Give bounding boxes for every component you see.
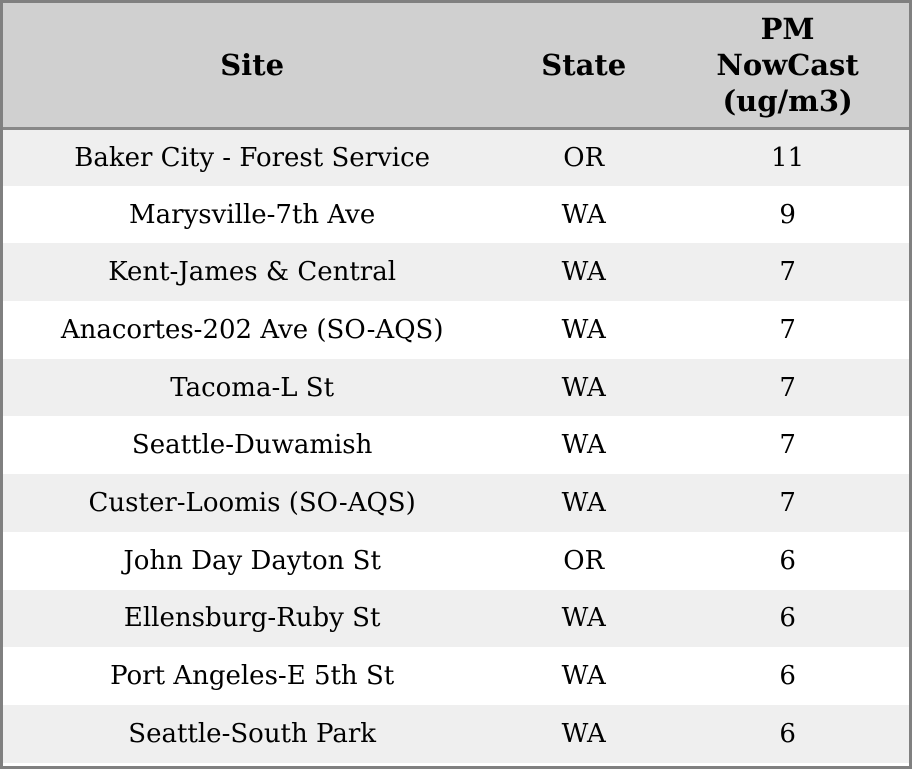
- site-cell: Seattle-South Park: [128, 718, 377, 749]
- site-cell: John Day Dayton St: [123, 545, 381, 576]
- site-cell: Port Angeles-E 5th St: [110, 661, 395, 692]
- pm-nowcast-cell: 7: [779, 430, 796, 461]
- header-row: Site State PM NowCast (ug/m3): [3, 3, 909, 130]
- pm-nowcast-cell: 6: [779, 603, 796, 634]
- state-cell: WA: [561, 718, 606, 749]
- pm-nowcast-column-header: PM NowCast (ug/m3): [666, 3, 909, 130]
- pm-nowcast-cell: 7: [779, 257, 796, 288]
- state-cell: WA: [561, 257, 606, 288]
- air-quality-table: Site State PM NowCast (ug/m3) Baker City…: [3, 3, 909, 763]
- pm-nowcast-label-line3: (ug/m3): [722, 83, 853, 118]
- state-column-label: State: [541, 47, 627, 82]
- table-row: Marysville-7th Ave WA 9: [3, 185, 909, 244]
- site-cell: Marysville-7th Ave: [129, 199, 376, 230]
- table-row: Seattle-South Park WA 6: [3, 704, 909, 763]
- table-row: Kent-James & Central WA 7: [3, 243, 909, 302]
- pm-nowcast-cell: 9: [779, 199, 796, 230]
- table-row: Anacortes-202 Ave (SO-AQS) WA 7: [3, 301, 909, 359]
- state-cell: WA: [561, 603, 606, 634]
- site-cell: Ellensburg-Ruby St: [123, 603, 381, 634]
- table-row: Seattle-Duwamish WA 7: [3, 416, 909, 475]
- pm-nowcast-cell: 6: [779, 661, 796, 692]
- pm-nowcast-cell: 6: [779, 718, 796, 749]
- site-cell: Baker City - Forest Service: [74, 142, 431, 173]
- state-cell: WA: [561, 199, 606, 230]
- pm-nowcast-cell: 7: [779, 314, 796, 345]
- state-cell: WA: [561, 487, 606, 518]
- pm-nowcast-cell: 7: [779, 487, 796, 518]
- pm-nowcast-cell: 7: [779, 372, 796, 403]
- site-cell: Tacoma-L St: [170, 372, 335, 403]
- table-row: Custer-Loomis (SO-AQS) WA 7: [3, 474, 909, 532]
- state-cell: OR: [563, 545, 605, 576]
- pm-nowcast-cell: 11: [771, 142, 805, 173]
- state-cell: WA: [561, 314, 606, 345]
- pm-nowcast-label-line1: PM: [760, 11, 815, 46]
- state-cell: WA: [561, 372, 606, 403]
- table-row: Tacoma-L St WA 7: [3, 358, 909, 417]
- state-cell: WA: [561, 661, 606, 692]
- site-column-header: Site: [3, 3, 502, 130]
- site-cell: Anacortes-202 Ave (SO-AQS): [60, 314, 444, 345]
- table-body: Baker City - Forest Service OR 11 Marysvill…: [3, 128, 909, 763]
- site-column-label: Site: [220, 47, 285, 82]
- site-cell: Seattle-Duwamish: [131, 430, 373, 461]
- pm-nowcast-label-line2: NowCast: [716, 47, 859, 82]
- state-column-header: State: [501, 3, 667, 130]
- site-cell: Custer-Loomis (SO-AQS): [88, 487, 416, 518]
- state-cell: OR: [563, 142, 605, 173]
- pm-nowcast-cell: 6: [779, 545, 796, 576]
- table-row: Port Angeles-E 5th St WA 6: [3, 647, 909, 705]
- site-cell: Kent-James & Central: [108, 257, 397, 288]
- table-row: John Day Dayton St OR 6: [3, 531, 909, 590]
- table-row: Baker City - Forest Service OR 11: [3, 128, 909, 186]
- state-cell: WA: [561, 430, 606, 461]
- table-header: Site State PM NowCast (ug/m3): [3, 3, 909, 130]
- table-row: Ellensburg-Ruby St WA 6: [3, 589, 909, 648]
